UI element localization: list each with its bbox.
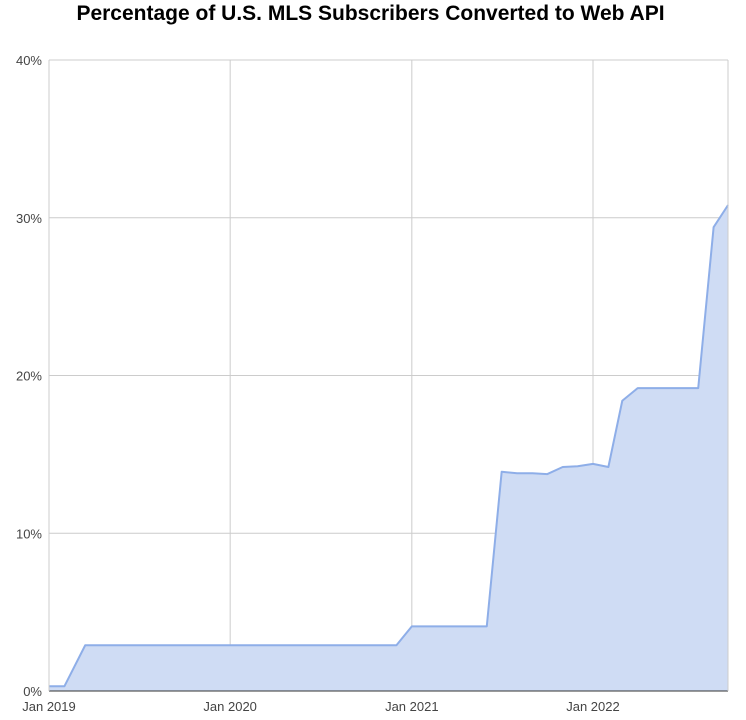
axes [48, 60, 729, 692]
y-tick-label: 40% [16, 53, 42, 68]
y-tick-label: 30% [16, 211, 42, 226]
x-tick-label: Jan 2021 [385, 699, 439, 714]
y-tick-label: 0% [23, 684, 42, 699]
x-tick-labels: Jan 2019 Jan 2020 Jan 2021 Jan 2022 [22, 699, 619, 714]
x-tick-label: Jan 2020 [203, 699, 257, 714]
y-tick-label: 10% [16, 526, 42, 541]
area-series [49, 204, 729, 691]
area-fill [49, 205, 728, 691]
y-tick-labels: 0% 10% 20% 30% 40% [16, 53, 42, 699]
x-tick-label: Jan 2022 [566, 699, 620, 714]
chart-title: Percentage of U.S. MLS Subscribers Conve… [76, 2, 665, 25]
y-tick-label: 20% [16, 369, 42, 384]
x-tick-label: Jan 2019 [22, 699, 76, 714]
series-line [49, 204, 729, 688]
